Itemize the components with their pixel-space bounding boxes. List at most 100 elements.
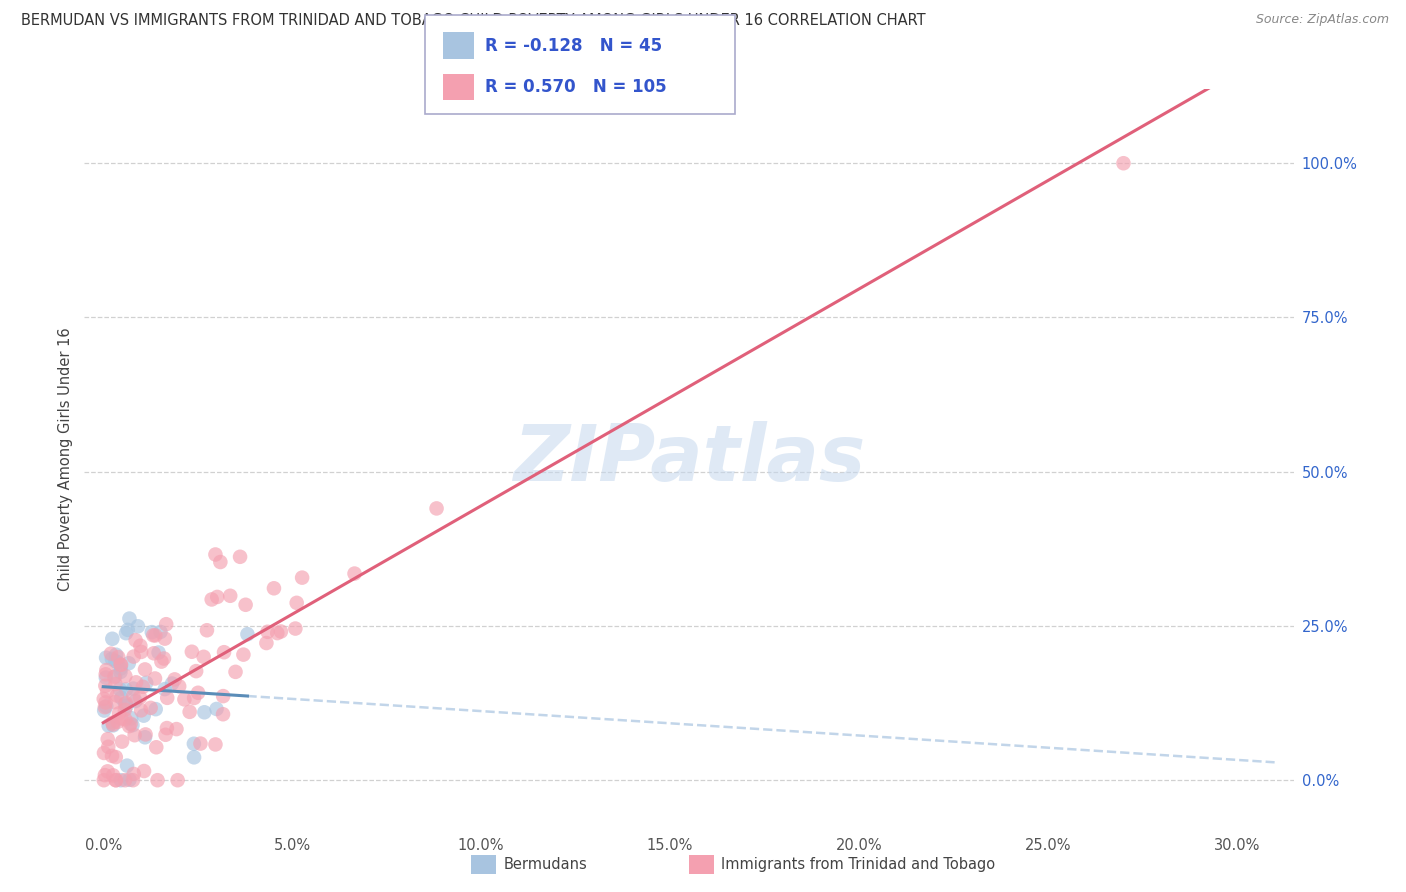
Point: [134, 731, 156, 745]
Point: [118, 657, 141, 671]
Point: [110, 711, 132, 725]
Point: [343, 566, 366, 581]
Point: [114, 773, 136, 788]
Point: [104, 773, 127, 788]
Point: [143, 672, 166, 686]
Point: [118, 719, 141, 733]
Point: [120, 716, 142, 731]
Point: [183, 737, 205, 751]
Point: [183, 750, 205, 764]
Point: [104, 654, 127, 668]
Point: [93, 773, 115, 788]
Point: [207, 590, 229, 604]
Point: [111, 734, 134, 748]
Point: [110, 665, 132, 679]
Point: [156, 721, 179, 735]
Point: [104, 773, 127, 788]
Point: [129, 703, 152, 717]
Point: [104, 750, 127, 764]
Point: [107, 650, 129, 665]
Point: [167, 679, 190, 693]
Point: [153, 632, 176, 646]
Point: [201, 592, 224, 607]
Point: [101, 715, 124, 730]
Point: [94, 679, 117, 693]
Point: [141, 625, 163, 640]
Point: [115, 626, 138, 640]
Point: [205, 702, 228, 716]
Point: [270, 624, 292, 639]
Point: [225, 665, 247, 679]
Point: [94, 667, 117, 681]
Text: BERMUDAN VS IMMIGRANTS FROM TRINIDAD AND TOBAGO CHILD POVERTY AMONG GIRLS UNDER : BERMUDAN VS IMMIGRANTS FROM TRINIDAD AND…: [21, 13, 925, 29]
Point: [212, 645, 235, 659]
Point: [118, 611, 141, 625]
Point: [110, 657, 132, 672]
Point: [135, 727, 157, 741]
Point: [132, 680, 155, 694]
Point: [115, 699, 138, 714]
Point: [195, 624, 218, 638]
Point: [235, 598, 257, 612]
Point: [124, 694, 146, 708]
Point: [426, 501, 449, 516]
Point: [148, 646, 170, 660]
Point: [94, 700, 117, 714]
Text: Source: ZipAtlas.com: Source: ZipAtlas.com: [1256, 13, 1389, 27]
Point: [122, 649, 145, 664]
Point: [118, 772, 141, 787]
Point: [146, 773, 169, 788]
Point: [1112, 156, 1135, 170]
Point: [134, 662, 156, 676]
Point: [145, 740, 167, 755]
Point: [212, 707, 235, 722]
Point: [114, 696, 136, 710]
Point: [266, 626, 288, 640]
Point: [179, 705, 201, 719]
Point: [155, 617, 177, 632]
Point: [190, 737, 212, 751]
Point: [100, 647, 122, 661]
Point: [187, 686, 209, 700]
Point: [96, 699, 118, 714]
Point: [155, 728, 177, 742]
Point: [254, 636, 277, 650]
Point: [127, 619, 149, 633]
Point: [101, 717, 124, 731]
Point: [142, 628, 165, 642]
Point: [110, 661, 132, 675]
Point: [236, 627, 259, 641]
Point: [263, 582, 285, 596]
Point: [156, 690, 179, 705]
Point: [232, 648, 254, 662]
Point: [229, 549, 252, 564]
Point: [284, 622, 307, 636]
Point: [93, 704, 115, 718]
Point: [96, 684, 118, 698]
Point: [110, 657, 132, 672]
Point: [94, 671, 117, 685]
Point: [143, 628, 166, 642]
Point: [183, 690, 205, 705]
Point: [153, 651, 176, 665]
Point: [142, 646, 165, 660]
Point: [122, 689, 145, 703]
Point: [101, 632, 124, 646]
Point: [114, 698, 136, 712]
Point: [166, 773, 188, 788]
Point: [105, 648, 128, 662]
Point: [101, 768, 124, 782]
Point: [163, 673, 186, 687]
Text: ZIPatlas: ZIPatlas: [513, 421, 865, 498]
Point: [120, 711, 142, 725]
Point: [124, 633, 146, 648]
Point: [114, 712, 136, 726]
Point: [104, 669, 127, 683]
Point: [122, 767, 145, 781]
Point: [122, 773, 145, 788]
Point: [101, 748, 124, 763]
Point: [107, 655, 129, 669]
Point: [110, 690, 132, 705]
Point: [125, 675, 148, 690]
Point: [94, 650, 117, 665]
